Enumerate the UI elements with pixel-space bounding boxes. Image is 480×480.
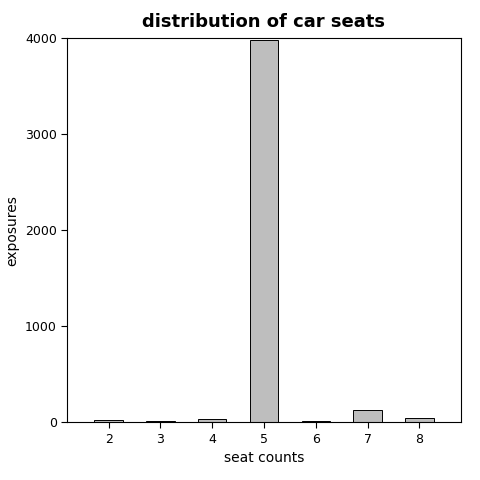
Bar: [405, 418, 433, 422]
Y-axis label: exposures: exposures: [5, 195, 19, 266]
Bar: [301, 420, 330, 422]
Title: distribution of car seats: distribution of car seats: [143, 13, 385, 31]
Bar: [146, 421, 175, 422]
X-axis label: seat counts: seat counts: [224, 451, 304, 466]
Bar: [95, 420, 123, 422]
Bar: [198, 419, 227, 422]
Bar: [250, 40, 278, 422]
Bar: [353, 410, 382, 422]
